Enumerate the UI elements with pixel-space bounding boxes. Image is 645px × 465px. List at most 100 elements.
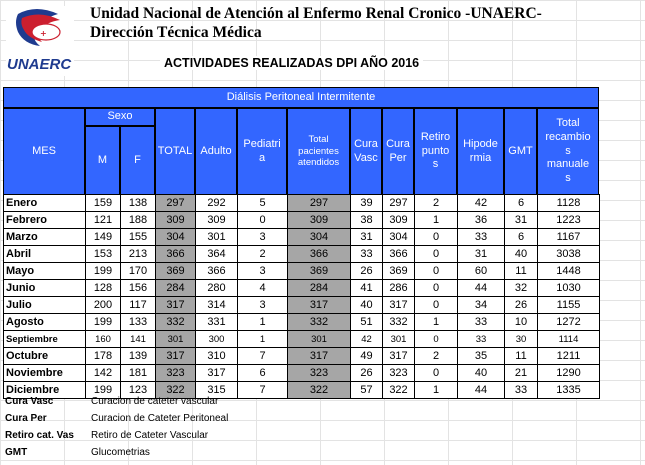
table-cell: 0	[414, 296, 458, 314]
table-cell: 6	[504, 228, 538, 246]
col-header-total-recambios: Total recambio s manuale s	[537, 108, 599, 195]
table-cell: 11	[504, 347, 538, 365]
table-cell: 317	[382, 347, 415, 365]
table-cell: 141	[120, 330, 156, 348]
table-cell: 332	[155, 313, 196, 331]
table-cell: 301	[382, 330, 415, 348]
table-cell: 332	[287, 313, 351, 331]
table-cell: 317	[155, 347, 196, 365]
table-cell: 6	[237, 364, 288, 382]
table-cell: 317	[382, 296, 415, 314]
table-cell: 323	[155, 364, 196, 382]
table-cell: 49	[350, 347, 383, 365]
table-cell: 317	[287, 347, 351, 365]
table-cell: 123	[120, 381, 156, 399]
table-cell: 1448	[537, 262, 600, 280]
month-cell: Julio	[3, 296, 86, 314]
table-cell: 1272	[537, 313, 600, 331]
table-cell: 199	[85, 381, 121, 399]
table-cell: 0	[414, 330, 458, 348]
col-header-total-pacientes: Total pacientes atendidos	[287, 108, 350, 195]
table-cell: 34	[457, 296, 505, 314]
month-cell: Junio	[3, 279, 86, 297]
table-cell: 10	[504, 313, 538, 331]
table-cell: 284	[287, 279, 351, 297]
col-header-sexo: Sexo	[85, 108, 155, 126]
legend-item: Cura Per Curacion de Cateter Peritoneal	[5, 413, 229, 424]
svg-text:+: +	[40, 29, 47, 38]
table-cell: 159	[85, 194, 121, 212]
table-cell: 121	[85, 211, 121, 229]
table-cell: 304	[382, 228, 415, 246]
table-row: Noviembre 142 181 323 317 6 323 26 323 0 40 21 1290	[3, 364, 600, 382]
table-cell: 300	[195, 330, 238, 348]
table-cell: 280	[195, 279, 238, 297]
table-cell: 2	[414, 347, 458, 365]
col-header-total: TOTAL	[155, 108, 195, 195]
table-cell: 200	[85, 296, 121, 314]
table-cell: 21	[504, 364, 538, 382]
table-cell: 2	[414, 194, 458, 212]
table-cell: 33	[457, 330, 505, 348]
table-cell: 2	[237, 245, 288, 263]
table-cell: 138	[120, 194, 156, 212]
month-cell: Diciembre	[3, 381, 86, 399]
month-cell: Agosto	[3, 313, 86, 331]
table-cell: 0	[414, 364, 458, 382]
table-cell: 7	[237, 381, 288, 399]
month-cell: Marzo	[3, 228, 86, 246]
table-cell: 304	[155, 228, 196, 246]
month-cell: Febrero	[3, 211, 86, 229]
table-cell: 0	[414, 279, 458, 297]
table-cell: 35	[457, 347, 505, 365]
org-name: Unidad Nacional de Atención al Enfermo R…	[90, 5, 542, 22]
col-header-retiro-puntos: Retiro punto s	[414, 108, 457, 195]
table-cell: 26	[504, 296, 538, 314]
table-cell: 297	[155, 194, 196, 212]
table-cell: 1	[414, 381, 458, 399]
table-cell: 1167	[537, 228, 600, 246]
table-cell: 1223	[537, 211, 600, 229]
table-cell: 315	[195, 381, 238, 399]
month-cell: Octubre	[3, 347, 86, 365]
table-cell: 0	[414, 228, 458, 246]
table-cell: 33	[350, 245, 383, 263]
logo-icon: + UNAERC	[7, 9, 72, 73]
section-title: Diálisis Peritoneal Intermitente	[3, 87, 599, 108]
table-cell: 4	[237, 279, 288, 297]
table-cell: 0	[414, 262, 458, 280]
table-cell: 199	[85, 262, 121, 280]
table-cell: 309	[287, 211, 351, 229]
table-cell: 33	[457, 228, 505, 246]
table-cell: 6	[504, 194, 538, 212]
table-cell: 170	[120, 262, 156, 280]
table-cell: 366	[155, 245, 196, 263]
table-cell: 322	[382, 381, 415, 399]
table-cell: 42	[350, 330, 383, 348]
table-cell: 31	[457, 245, 505, 263]
activities-table: Enero 159 138 297 292 5 297 39 297 2 42 6 1128 Febrer…	[3, 194, 600, 399]
table-cell: 5	[237, 194, 288, 212]
report-title: ACTIVIDADES REALIZADAS DPI AÑO 2016	[160, 56, 424, 70]
table-cell: 41	[350, 279, 383, 297]
table-cell: 40	[504, 245, 538, 263]
table-cell: 3	[237, 228, 288, 246]
table-cell: 1128	[537, 194, 600, 212]
table-cell: 369	[155, 262, 196, 280]
table-cell: 310	[195, 347, 238, 365]
table-cell: 149	[85, 228, 121, 246]
table-row: Marzo 149 155 304 301 3 304 31 304 0 33 6 1167	[3, 228, 600, 246]
table-cell: 38	[350, 211, 383, 229]
col-header-gmt: GMT	[504, 108, 537, 195]
table-cell: 317	[155, 296, 196, 314]
table-cell: 317	[195, 364, 238, 382]
table-cell: 366	[195, 262, 238, 280]
table-cell: 1211	[537, 347, 600, 365]
table-cell: 33	[457, 313, 505, 331]
table-cell: 1030	[537, 279, 600, 297]
table-row: Junio 128 156 284 280 4 284 41 286 0 44 32 1030	[3, 279, 600, 297]
month-cell: Enero	[3, 194, 86, 212]
table-cell: 284	[155, 279, 196, 297]
table-cell: 57	[350, 381, 383, 399]
col-header-cura-vasc: Cura Vasc	[350, 108, 382, 195]
